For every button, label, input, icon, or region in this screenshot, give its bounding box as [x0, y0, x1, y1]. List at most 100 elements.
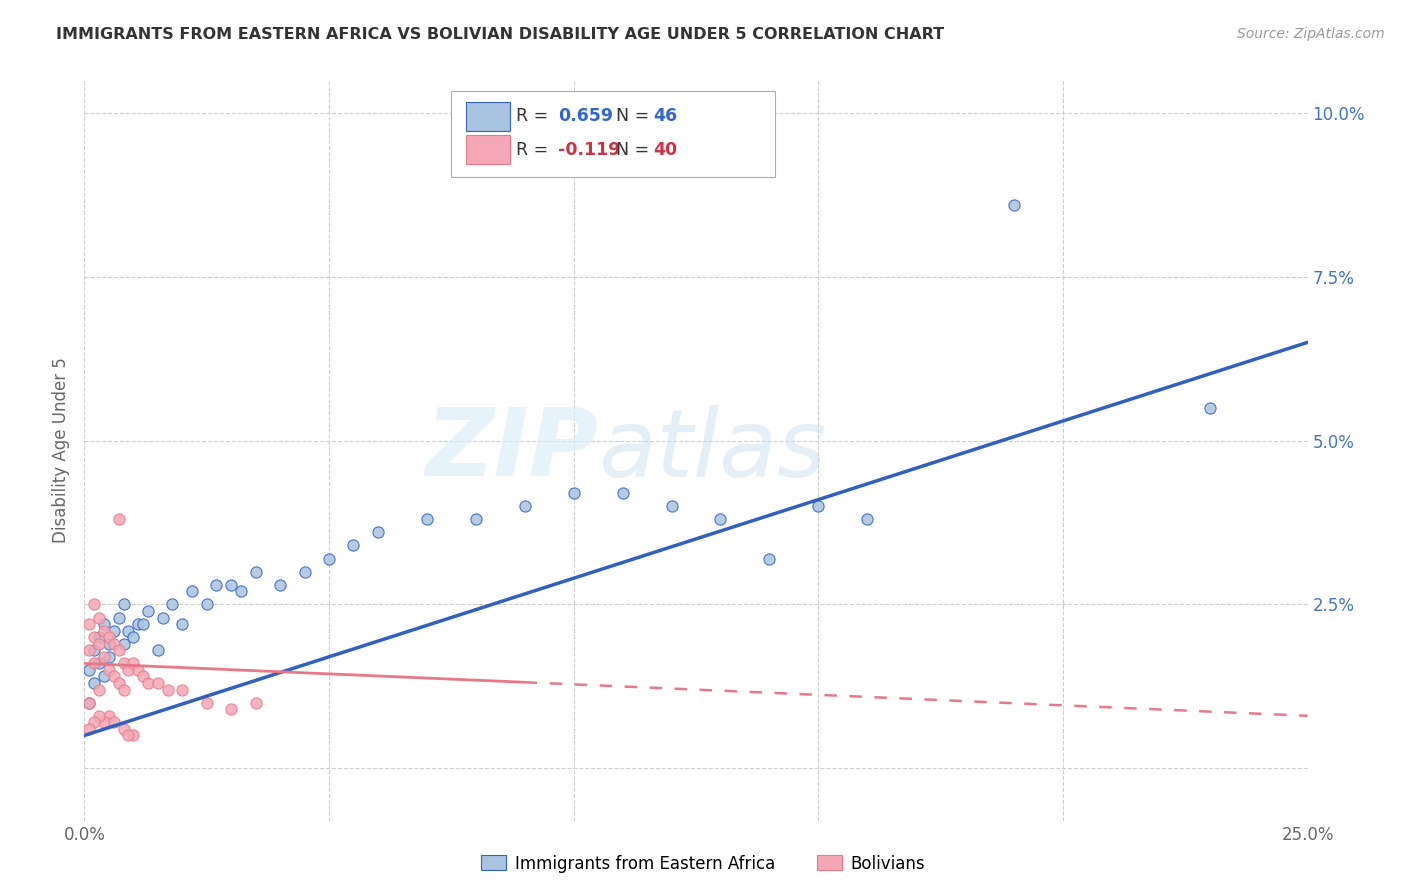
Point — [87, 610, 110, 624]
Point — [122, 630, 145, 644]
Text: 40: 40 — [654, 141, 678, 159]
Text: N =: N = — [616, 107, 655, 125]
Point — [661, 499, 683, 513]
Point — [464, 512, 486, 526]
Text: atlas: atlas — [598, 405, 827, 496]
Text: -0.119: -0.119 — [558, 141, 620, 159]
Point — [294, 565, 316, 579]
Text: ZIP: ZIP — [425, 404, 598, 497]
Point — [87, 657, 110, 671]
Point — [97, 630, 120, 644]
Point — [127, 617, 149, 632]
Point — [513, 499, 536, 513]
Point — [77, 722, 100, 736]
Point — [103, 669, 125, 683]
Point — [612, 486, 634, 500]
Text: 0.659: 0.659 — [558, 107, 613, 125]
Point — [172, 617, 194, 632]
Point — [195, 598, 218, 612]
Text: R =: R = — [516, 107, 554, 125]
Point — [77, 696, 100, 710]
Y-axis label: Disability Age Under 5: Disability Age Under 5 — [52, 358, 70, 543]
Point — [122, 729, 145, 743]
Point — [112, 722, 135, 736]
Point — [93, 617, 115, 632]
Point — [87, 630, 110, 644]
Point — [117, 663, 139, 677]
Point — [83, 715, 105, 730]
Point — [97, 663, 120, 677]
Point — [205, 578, 228, 592]
Point — [97, 649, 120, 664]
Point — [318, 551, 340, 566]
Point — [83, 657, 105, 671]
Point — [117, 624, 139, 638]
Point — [112, 637, 135, 651]
Point — [77, 617, 100, 632]
Point — [103, 715, 125, 730]
Point — [93, 624, 115, 638]
Point — [416, 512, 439, 526]
Point — [229, 584, 252, 599]
Point — [127, 663, 149, 677]
Point — [1002, 198, 1025, 212]
Legend: Immigrants from Eastern Africa, Bolivians: Immigrants from Eastern Africa, Bolivian… — [475, 848, 931, 880]
Point — [103, 624, 125, 638]
Point — [219, 578, 242, 592]
Point — [146, 643, 169, 657]
Point — [172, 682, 194, 697]
Text: R =: R = — [516, 141, 554, 159]
Point — [107, 512, 129, 526]
Point — [269, 578, 291, 592]
Point — [93, 715, 115, 730]
Point — [97, 637, 120, 651]
FancyBboxPatch shape — [465, 102, 510, 130]
Point — [87, 708, 110, 723]
Point — [245, 696, 267, 710]
Point — [132, 669, 155, 683]
Point — [156, 682, 179, 697]
Point — [162, 598, 184, 612]
Point — [1198, 401, 1220, 415]
Text: 46: 46 — [654, 107, 678, 125]
Point — [83, 630, 105, 644]
Point — [342, 539, 364, 553]
Point — [93, 649, 115, 664]
Point — [146, 676, 169, 690]
Point — [152, 610, 174, 624]
Point — [195, 696, 218, 710]
Point — [758, 551, 780, 566]
Point — [112, 682, 135, 697]
Point — [367, 525, 389, 540]
Point — [117, 729, 139, 743]
Point — [136, 676, 159, 690]
Point — [112, 598, 135, 612]
Point — [83, 643, 105, 657]
Point — [856, 512, 879, 526]
FancyBboxPatch shape — [465, 135, 510, 164]
Point — [562, 486, 585, 500]
Point — [83, 598, 105, 612]
Point — [181, 584, 204, 599]
Point — [107, 610, 129, 624]
Point — [93, 669, 115, 683]
Point — [83, 676, 105, 690]
Text: N =: N = — [616, 141, 655, 159]
Point — [87, 637, 110, 651]
Point — [97, 708, 120, 723]
Text: IMMIGRANTS FROM EASTERN AFRICA VS BOLIVIAN DISABILITY AGE UNDER 5 CORRELATION CH: IMMIGRANTS FROM EASTERN AFRICA VS BOLIVI… — [56, 27, 945, 42]
Point — [107, 643, 129, 657]
Point — [112, 657, 135, 671]
Point — [103, 637, 125, 651]
Point — [219, 702, 242, 716]
Point — [245, 565, 267, 579]
Point — [107, 676, 129, 690]
Text: Source: ZipAtlas.com: Source: ZipAtlas.com — [1237, 27, 1385, 41]
Point — [132, 617, 155, 632]
Point — [136, 604, 159, 618]
Point — [807, 499, 830, 513]
Point — [87, 682, 110, 697]
Point — [122, 657, 145, 671]
Point — [77, 696, 100, 710]
FancyBboxPatch shape — [451, 91, 776, 177]
